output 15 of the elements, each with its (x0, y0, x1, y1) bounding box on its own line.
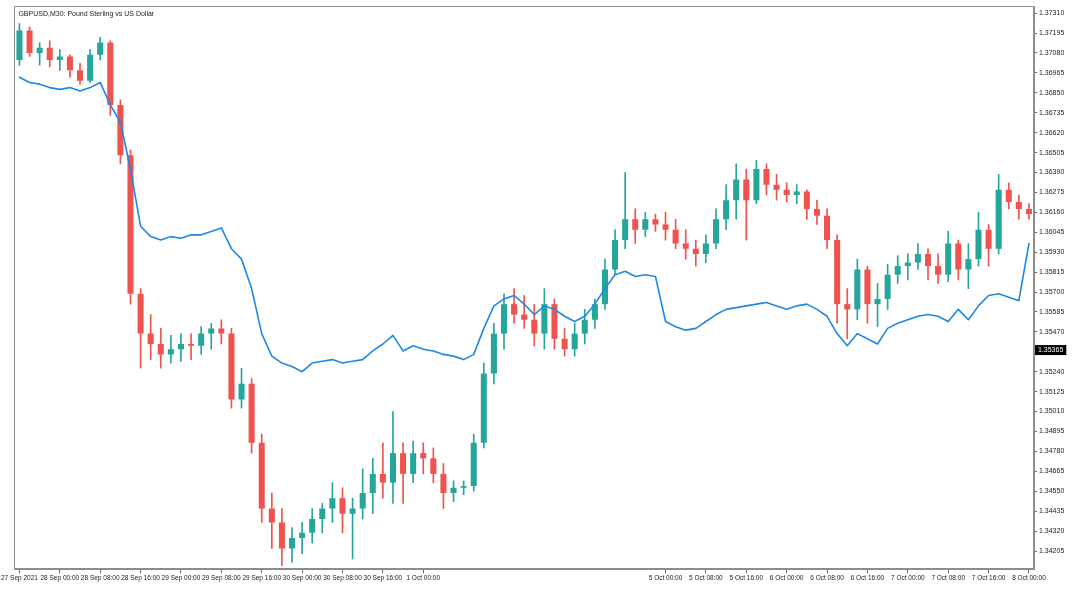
candlestick (299, 522, 306, 554)
candlestick (420, 442, 427, 475)
candlestick (147, 314, 154, 360)
candlestick (682, 229, 689, 260)
candlestick (157, 328, 164, 369)
candlestick (56, 49, 63, 71)
candlestick (208, 322, 215, 350)
candlestick (844, 288, 851, 340)
candlestick (167, 335, 174, 364)
candlestick (379, 442, 386, 499)
candlestick (188, 333, 195, 360)
candlestick (177, 333, 184, 362)
candlestick (268, 492, 275, 549)
candlestick (692, 239, 699, 267)
candlestick (521, 295, 528, 329)
